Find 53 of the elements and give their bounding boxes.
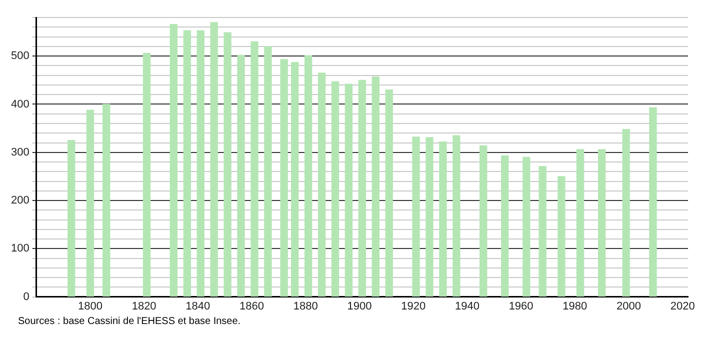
y-tick-label: 200 [10, 194, 30, 207]
bar [452, 135, 460, 297]
x-tick-label: 1960 [508, 300, 534, 312]
x-tick-label: 1900 [347, 300, 372, 312]
bar [280, 59, 288, 297]
bar [183, 30, 191, 297]
y-tick-label: 0 [23, 290, 30, 303]
bar [142, 52, 151, 297]
x-tick-label: 1980 [562, 300, 588, 312]
bar [501, 155, 509, 297]
bar [224, 32, 232, 297]
bar [102, 104, 110, 297]
bar [522, 156, 530, 297]
y-tick-label: 300 [10, 146, 30, 158]
bar [68, 140, 76, 297]
bar [304, 55, 312, 297]
x-tick-label: 1860 [240, 300, 264, 312]
x-tick-label: 1920 [401, 300, 426, 312]
x-tick-label: 1800 [78, 300, 102, 312]
bar [358, 80, 366, 297]
bar [622, 128, 630, 297]
bar [412, 136, 420, 297]
bar [439, 141, 447, 297]
x-tick-label: 1840 [186, 300, 210, 312]
bar [576, 149, 584, 297]
x-tick-label: 2000 [616, 300, 641, 312]
x-tick-label: 1940 [454, 300, 480, 312]
bar [538, 166, 546, 297]
bar [291, 62, 299, 297]
bar [426, 137, 434, 297]
source-note: Sources : base Cassini de l'EHESS et base Insee. [17, 316, 242, 327]
bar [480, 145, 488, 297]
y-tick-label: 400 [10, 98, 30, 110]
bar [210, 22, 218, 297]
x-tick-label: 1820 [132, 300, 156, 312]
y-tick-label: 500 [10, 50, 30, 62]
bar [344, 84, 353, 297]
bar [558, 176, 566, 297]
bar [598, 149, 606, 297]
x-tick-label: 1880 [293, 300, 318, 312]
bar [196, 30, 204, 297]
bar [86, 110, 94, 297]
bar [649, 107, 657, 297]
bar [264, 46, 272, 297]
bar [250, 41, 258, 297]
x-tick-label: 2020 [670, 300, 695, 312]
bar [318, 72, 326, 297]
bar [385, 89, 393, 297]
bar [331, 81, 340, 297]
bar [372, 76, 380, 297]
bar [170, 24, 178, 297]
y-tick-label: 100 [10, 242, 30, 255]
bar [237, 54, 245, 297]
